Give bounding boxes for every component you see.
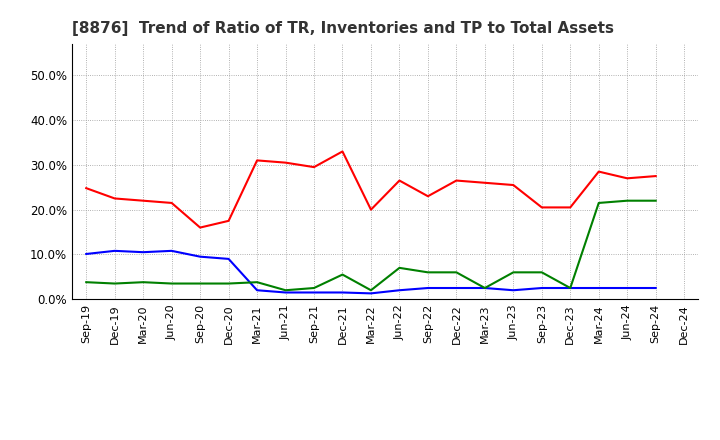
Inventories (423, 286, 432, 291)
Trade Receivables (452, 178, 461, 183)
Trade Payables (139, 279, 148, 285)
Inventories (395, 288, 404, 293)
Trade Receivables (282, 160, 290, 165)
Trade Payables (623, 198, 631, 203)
Trade Payables (537, 270, 546, 275)
Inventories (310, 290, 318, 295)
Trade Receivables (366, 207, 375, 212)
Trade Payables (82, 279, 91, 285)
Line: Trade Receivables: Trade Receivables (86, 151, 656, 227)
Inventories (537, 286, 546, 291)
Trade Payables (595, 200, 603, 205)
Inventories (509, 288, 518, 293)
Trade Payables (566, 286, 575, 291)
Trade Receivables (253, 158, 261, 163)
Trade Receivables (566, 205, 575, 210)
Inventories (623, 286, 631, 291)
Trade Payables (167, 281, 176, 286)
Trade Payables (395, 265, 404, 271)
Trade Payables (310, 286, 318, 291)
Line: Inventories: Inventories (86, 251, 656, 293)
Trade Receivables (139, 198, 148, 203)
Inventories (566, 286, 575, 291)
Trade Receivables (395, 178, 404, 183)
Trade Receivables (196, 225, 204, 230)
Inventories (282, 290, 290, 295)
Trade Payables (480, 286, 489, 291)
Trade Receivables (225, 218, 233, 224)
Trade Receivables (595, 169, 603, 174)
Trade Payables (452, 270, 461, 275)
Inventories (139, 249, 148, 255)
Trade Payables (366, 288, 375, 293)
Legend: Trade Receivables, Inventories, Trade Payables: Trade Receivables, Inventories, Trade Pa… (164, 438, 606, 440)
Trade Payables (225, 281, 233, 286)
Trade Receivables (480, 180, 489, 185)
Inventories (253, 288, 261, 293)
Trade Receivables (167, 200, 176, 205)
Inventories (225, 256, 233, 261)
Trade Payables (423, 270, 432, 275)
Trade Receivables (652, 173, 660, 179)
Trade Payables (110, 281, 119, 286)
Inventories (595, 286, 603, 291)
Trade Payables (253, 279, 261, 285)
Inventories (110, 248, 119, 253)
Trade Receivables (423, 194, 432, 199)
Line: Trade Payables: Trade Payables (86, 201, 656, 290)
Inventories (338, 290, 347, 295)
Trade Payables (282, 288, 290, 293)
Text: [8876]  Trend of Ratio of TR, Inventories and TP to Total Assets: [8876] Trend of Ratio of TR, Inventories… (72, 21, 614, 36)
Inventories (480, 286, 489, 291)
Trade Receivables (110, 196, 119, 201)
Trade Payables (652, 198, 660, 203)
Trade Receivables (310, 165, 318, 170)
Inventories (366, 291, 375, 296)
Trade Payables (338, 272, 347, 277)
Trade Receivables (509, 183, 518, 188)
Trade Receivables (82, 186, 91, 191)
Inventories (652, 286, 660, 291)
Trade Receivables (338, 149, 347, 154)
Trade Receivables (537, 205, 546, 210)
Trade Payables (509, 270, 518, 275)
Inventories (82, 251, 91, 257)
Inventories (196, 254, 204, 259)
Trade Receivables (623, 176, 631, 181)
Trade Payables (196, 281, 204, 286)
Inventories (452, 286, 461, 291)
Inventories (167, 248, 176, 253)
